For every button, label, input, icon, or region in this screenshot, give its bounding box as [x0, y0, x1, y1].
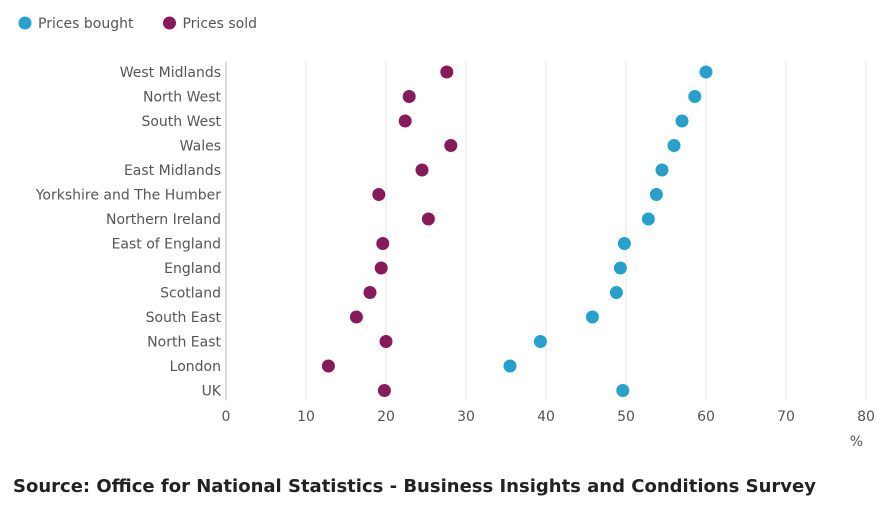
category-label: Northern Ireland	[106, 212, 221, 228]
data-point-prices-sold	[349, 310, 363, 324]
data-point-prices-bought	[617, 237, 631, 250]
x-axis-label: %	[850, 434, 863, 450]
x-tick-label: 40	[537, 409, 555, 425]
data-point-prices-bought	[533, 335, 547, 348]
data-point-prices-sold	[421, 212, 435, 226]
data-point-prices-bought	[609, 286, 623, 299]
data-point-prices-sold	[415, 163, 429, 177]
data-point-prices-sold	[372, 188, 386, 201]
category-label: South West	[141, 114, 221, 130]
source-note: Source: Office for National Statistics -…	[13, 476, 816, 497]
legend-marker	[162, 16, 176, 30]
data-point-prices-bought	[613, 261, 627, 275]
x-tick-label: 60	[697, 409, 715, 425]
data-point-prices-bought	[503, 359, 517, 373]
x-tick-label: 10	[297, 409, 315, 425]
x-tick-label: 80	[857, 409, 875, 425]
dot-plot-chart: 0 10 20 30 40 50 60 70 80% West Midlands North Wes…	[18, 16, 875, 450]
data-point-prices-bought	[699, 65, 713, 79]
data-point-prices-sold	[398, 114, 412, 128]
legend-marker	[18, 16, 32, 30]
category-label: North East	[147, 335, 221, 351]
category-label: Scotland	[160, 286, 221, 302]
category-label: East of England	[112, 237, 221, 253]
x-tick-label: 0	[222, 409, 231, 425]
x-tick-label: 20	[377, 409, 395, 425]
x-tick-label: 70	[777, 409, 795, 425]
category-label: Yorkshire and The Humber	[35, 188, 222, 204]
data-point-prices-bought	[675, 114, 689, 128]
data-point-prices-bought	[585, 310, 599, 324]
category-label: England	[164, 261, 221, 277]
data-point-prices-bought	[655, 163, 669, 177]
data-point-prices-bought	[641, 212, 655, 226]
category-label: Wales	[180, 139, 221, 155]
x-tick-label: 30	[457, 409, 475, 425]
data-point-prices-bought	[616, 384, 630, 397]
legend-label: Prices bought	[38, 16, 134, 32]
data-point-prices-sold	[374, 261, 388, 275]
data-point-prices-sold	[321, 359, 335, 373]
data-point-prices-sold	[402, 90, 416, 103]
category-label: London	[170, 359, 221, 375]
data-point-prices-sold	[377, 384, 391, 397]
data-point-prices-sold	[444, 139, 458, 152]
x-tick-label: 50	[617, 409, 635, 425]
category-label: North West	[143, 90, 222, 106]
data-point-prices-sold	[376, 237, 390, 250]
category-label: West Midlands	[120, 65, 221, 81]
category-label: UK	[202, 384, 222, 400]
category-label: South East	[146, 310, 222, 326]
data-point-prices-bought	[688, 90, 702, 103]
category-label: East Midlands	[124, 163, 221, 179]
data-point-prices-sold	[379, 335, 393, 348]
data-point-prices-sold	[440, 65, 454, 79]
legend-label: Prices sold	[182, 16, 257, 32]
data-point-prices-sold	[363, 286, 377, 299]
data-point-prices-bought	[649, 188, 663, 201]
data-point-prices-bought	[667, 139, 681, 152]
